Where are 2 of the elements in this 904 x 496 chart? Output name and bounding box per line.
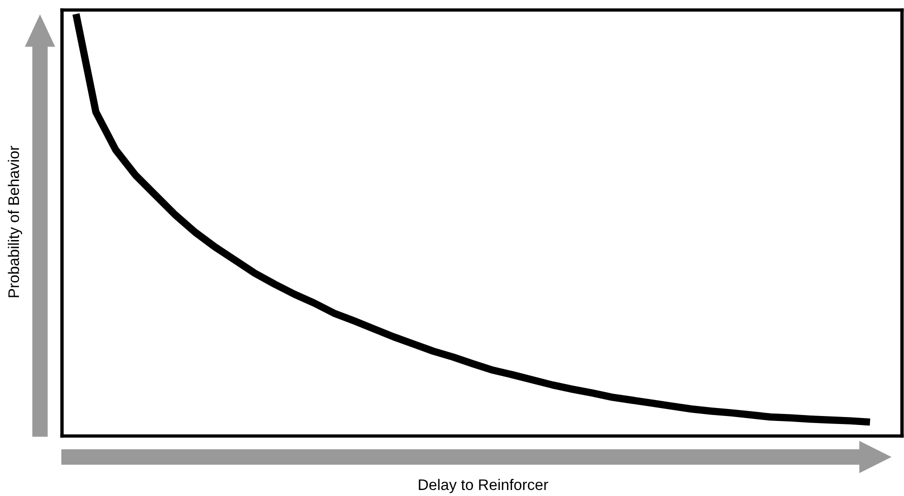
x-axis-title: Delay to Reinforcer [418,478,548,494]
y-axis-title: Probability of Behavior [8,146,22,298]
